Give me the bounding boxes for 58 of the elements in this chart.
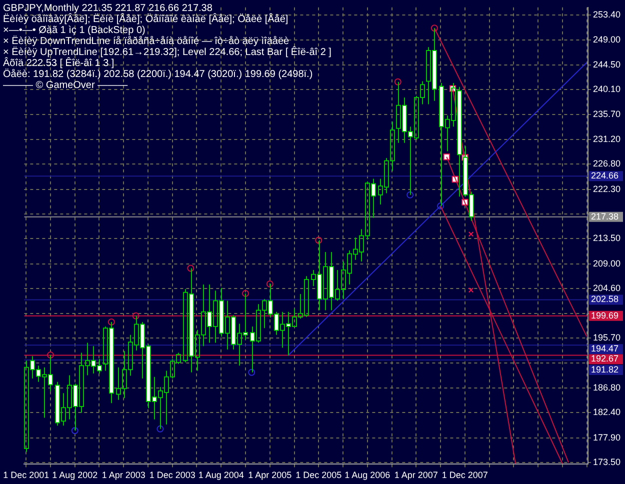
- point: [430, 24, 438, 32]
- point: [187, 264, 194, 272]
- y-tick-label: 209.00: [593, 258, 621, 268]
- ref-line-label: 217.38: [591, 211, 619, 222]
- annotation: ——— © GameOver ———: [3, 80, 129, 91]
- x-tick-label: 1 Dec 2003: [149, 470, 196, 480]
- x-tick-label: 1 Dec 2001: [3, 470, 50, 480]
- y-tick-label: 226.80: [593, 158, 621, 169]
- y-tick-label: 186.80: [593, 382, 621, 393]
- y-tick-label: 177.90: [593, 432, 621, 442]
- point: [242, 290, 249, 297]
- x-tick-label: 1 Dec 2005: [296, 470, 342, 480]
- point: [132, 312, 140, 320]
- annotation: Ëèíèÿ öåíîâàÿ[Âåë]; Ëèíè [Âåë]; Öåíîâîé êàíàë [Âåë]; Öåëè [Âåë]: [3, 14, 290, 25]
- x-tick-label: 1 Aug 2004: [198, 470, 244, 480]
- y-tick-label: 249.00: [593, 34, 621, 44]
- y-tick-label: 222.30: [593, 184, 621, 194]
- point: [315, 236, 322, 244]
- x-tick-label: 1 Dec 2007: [442, 470, 488, 480]
- x-tick-label: 1 Aug 2006: [344, 470, 390, 480]
- legend-label: 191.82: [591, 364, 619, 374]
- point: [406, 191, 414, 198]
- point: [468, 287, 474, 293]
- point: [443, 154, 450, 160]
- annotation: × Ëèíèÿ UpTrendLine [192.61→219.32]; Level 224.66; Last Bar [ Êîë-âî 2 ]: [3, 47, 332, 58]
- y-tick-label: 173.50: [593, 457, 621, 468]
- chart-title: GBPJPY,Monthly 221.35 221.87 216.66 217.38: [3, 3, 212, 14]
- point: [108, 318, 115, 326]
- y-tick-label: 235.70: [593, 108, 621, 119]
- y-tick-label: 253.40: [593, 10, 621, 20]
- y-tick-label: 182.40: [593, 407, 621, 418]
- y-tick-label: 204.60: [593, 282, 621, 293]
- y-tick-label: 244.50: [593, 60, 621, 70]
- y-tick-label: 213.50: [593, 233, 621, 244]
- ref-line-label: 192.67: [591, 354, 619, 364]
- point: [394, 78, 402, 86]
- point: [156, 425, 164, 432]
- annotation: × Ëèíèÿ DownTrendLine íå ïåðåñå÷åíà öåíîé — îò÷åò äëÿ ìîäåëè: [3, 36, 290, 47]
- point: [71, 427, 78, 434]
- annotation: Âõîä 222.53 [ Êîë-âî 1 3 ]: [3, 58, 114, 69]
- x-tick-label: 1 Aug 2002: [52, 470, 98, 480]
- y-tick-label: 240.10: [593, 84, 621, 94]
- x-tick-label: 1 Apr 2005: [248, 470, 292, 480]
- y-tick-label: 231.20: [593, 134, 621, 144]
- point: [46, 352, 54, 359]
- ref-line-label: 194.47: [591, 344, 619, 354]
- point: [248, 368, 256, 376]
- point: [437, 202, 444, 210]
- ref-line-label: 202.58: [591, 294, 619, 304]
- annotation: ×—•—• Øàã 1 ìç 1 (BackStep 0): [3, 25, 146, 36]
- annotation: Öåëè: 191.82 (3284ï.) 202.58 (2200ï.) 194.47 (3020ï.) 199.69 (2498ï.): [3, 69, 314, 80]
- x-tick-label: 1 Apr 2003: [102, 470, 146, 480]
- point: [266, 280, 274, 288]
- x-tick-label: 1 Apr 2007: [394, 470, 438, 480]
- y-tick-label: 195.70: [593, 332, 621, 343]
- ref-line-label: 199.69: [591, 310, 619, 320]
- ref-line-label: 224.66: [591, 170, 619, 181]
- point: [468, 232, 474, 237]
